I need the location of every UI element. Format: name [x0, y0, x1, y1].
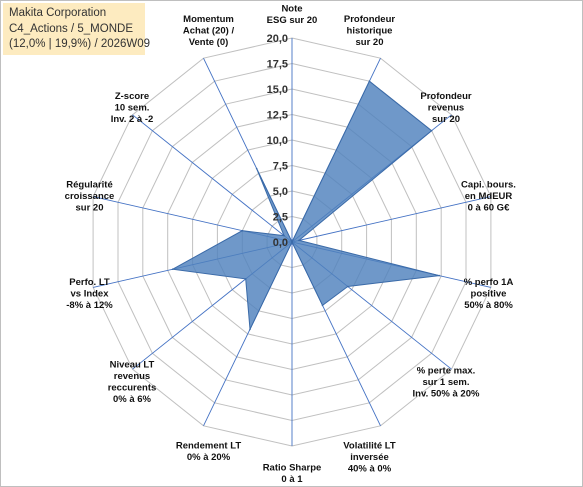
axis-label-5: % perte max.sur 1 sem.Inv. 50% à 20% [413, 365, 480, 399]
series-point-13 [255, 167, 258, 170]
axis-label-line: positive [471, 289, 507, 300]
radial-tick-labels: 0,0 2,5 5,0 7,5 10,0 12,5 15,0 17,5 20,0 [267, 33, 288, 249]
axis-label-line: % perte max. [417, 365, 476, 376]
axis-label-line: sur 20 [356, 37, 384, 48]
spoke-3 [291, 196, 492, 243]
tick-label: 20,0 [267, 33, 288, 45]
axis-label-line: Rendement LT [176, 441, 241, 452]
period-info: (12,0% | 19,9%) / 2026W09 [9, 38, 151, 50]
axis-label-line: revenus [428, 103, 464, 114]
series-point-9 [244, 278, 247, 280]
series-point-5 [347, 285, 349, 288]
axis-label-line: reccurents [108, 383, 157, 394]
series-point-2 [430, 129, 433, 132]
axis-label-line: Volatilité LT [343, 441, 396, 452]
tick-label: 7,5 [273, 161, 288, 173]
radar-series [171, 80, 441, 332]
axis-label-line: sur 20 [76, 202, 104, 213]
axis-label-line: 0 à 1 [281, 474, 303, 485]
axis-label-line: Momentum [183, 14, 234, 25]
tick-label: 10,0 [267, 135, 288, 147]
axis-label-line: revenus [114, 371, 150, 382]
axis-label-line: Vente (0) [189, 37, 229, 48]
axis-label-line: inversée [350, 452, 389, 463]
tick-label: 2,5 [273, 212, 288, 224]
tick-label: 15,0 [267, 84, 288, 96]
series-point-6 [321, 304, 324, 307]
axis-label-line: 40% à 0% [348, 464, 392, 475]
axis-label-line: sur 20 [432, 114, 460, 125]
series-point-7 [291, 241, 293, 243]
series-point-12 [283, 234, 285, 237]
tick-label: 17,5 [267, 59, 288, 71]
axis-label-line: 0 à 60 G€ [468, 202, 510, 213]
axis-label-line: sur 1 sem. [423, 377, 470, 388]
tick-label: 5,0 [273, 186, 288, 198]
axis-label-line: 10 sem. [115, 103, 150, 114]
axis-label-line: Achat (20) / [183, 25, 235, 36]
axis-label-8: Rendement LT0% à 20% [176, 441, 241, 464]
series-point-3 [298, 239, 300, 242]
axis-label-line: ESG sur 20 [267, 15, 318, 26]
axis-label-line: Inv. 2 à -2 [111, 114, 154, 125]
company-name: Makita Corporation [9, 7, 107, 19]
axis-label-line: historique [347, 25, 393, 36]
series-point-1 [368, 80, 371, 82]
axis-label-line: vs Index [70, 289, 109, 300]
spoke-12 [132, 114, 293, 243]
axis-label-line: 0% à 6% [113, 394, 152, 405]
axis-label-line: Niveau LT [110, 360, 155, 371]
axis-label-line: Capi. bours. [461, 179, 516, 190]
axis-label-line: en MdEUR [465, 191, 513, 202]
axis-label-line: croissance [65, 191, 115, 202]
series-point-11 [241, 229, 244, 232]
axis-label-line: Z-score [115, 91, 149, 102]
axis-label-line: Note [281, 4, 302, 15]
tick-label: 0,0 [273, 237, 288, 249]
series-point-10 [171, 268, 174, 271]
axis-label-line: Inv. 50% à 20% [413, 388, 480, 399]
axis-label-line: Perfo. LT [69, 277, 110, 288]
axis-label-line: 0% à 20% [187, 452, 231, 463]
tick-label: 12,5 [267, 110, 288, 122]
axis-label-line: % perfo 1A [464, 277, 514, 288]
axis-label-line: Profondeur [344, 14, 395, 25]
series-area [171, 80, 440, 332]
chart-title-box: Makita Corporation C4_Actions / 5_MONDE … [3, 3, 151, 55]
axis-label-line: Profondeur [420, 91, 471, 102]
axis-label-line: -8% à 12% [66, 300, 113, 311]
axis-label-line: Régularité [66, 179, 112, 190]
portfolio-path: C4_Actions / 5_MONDE [9, 22, 133, 35]
series-point-4 [438, 274, 441, 277]
series-point-8 [249, 328, 251, 331]
axis-label-line: 50% à 80% [464, 300, 513, 311]
axis-label-line: Ratio Sharpe [263, 463, 322, 474]
